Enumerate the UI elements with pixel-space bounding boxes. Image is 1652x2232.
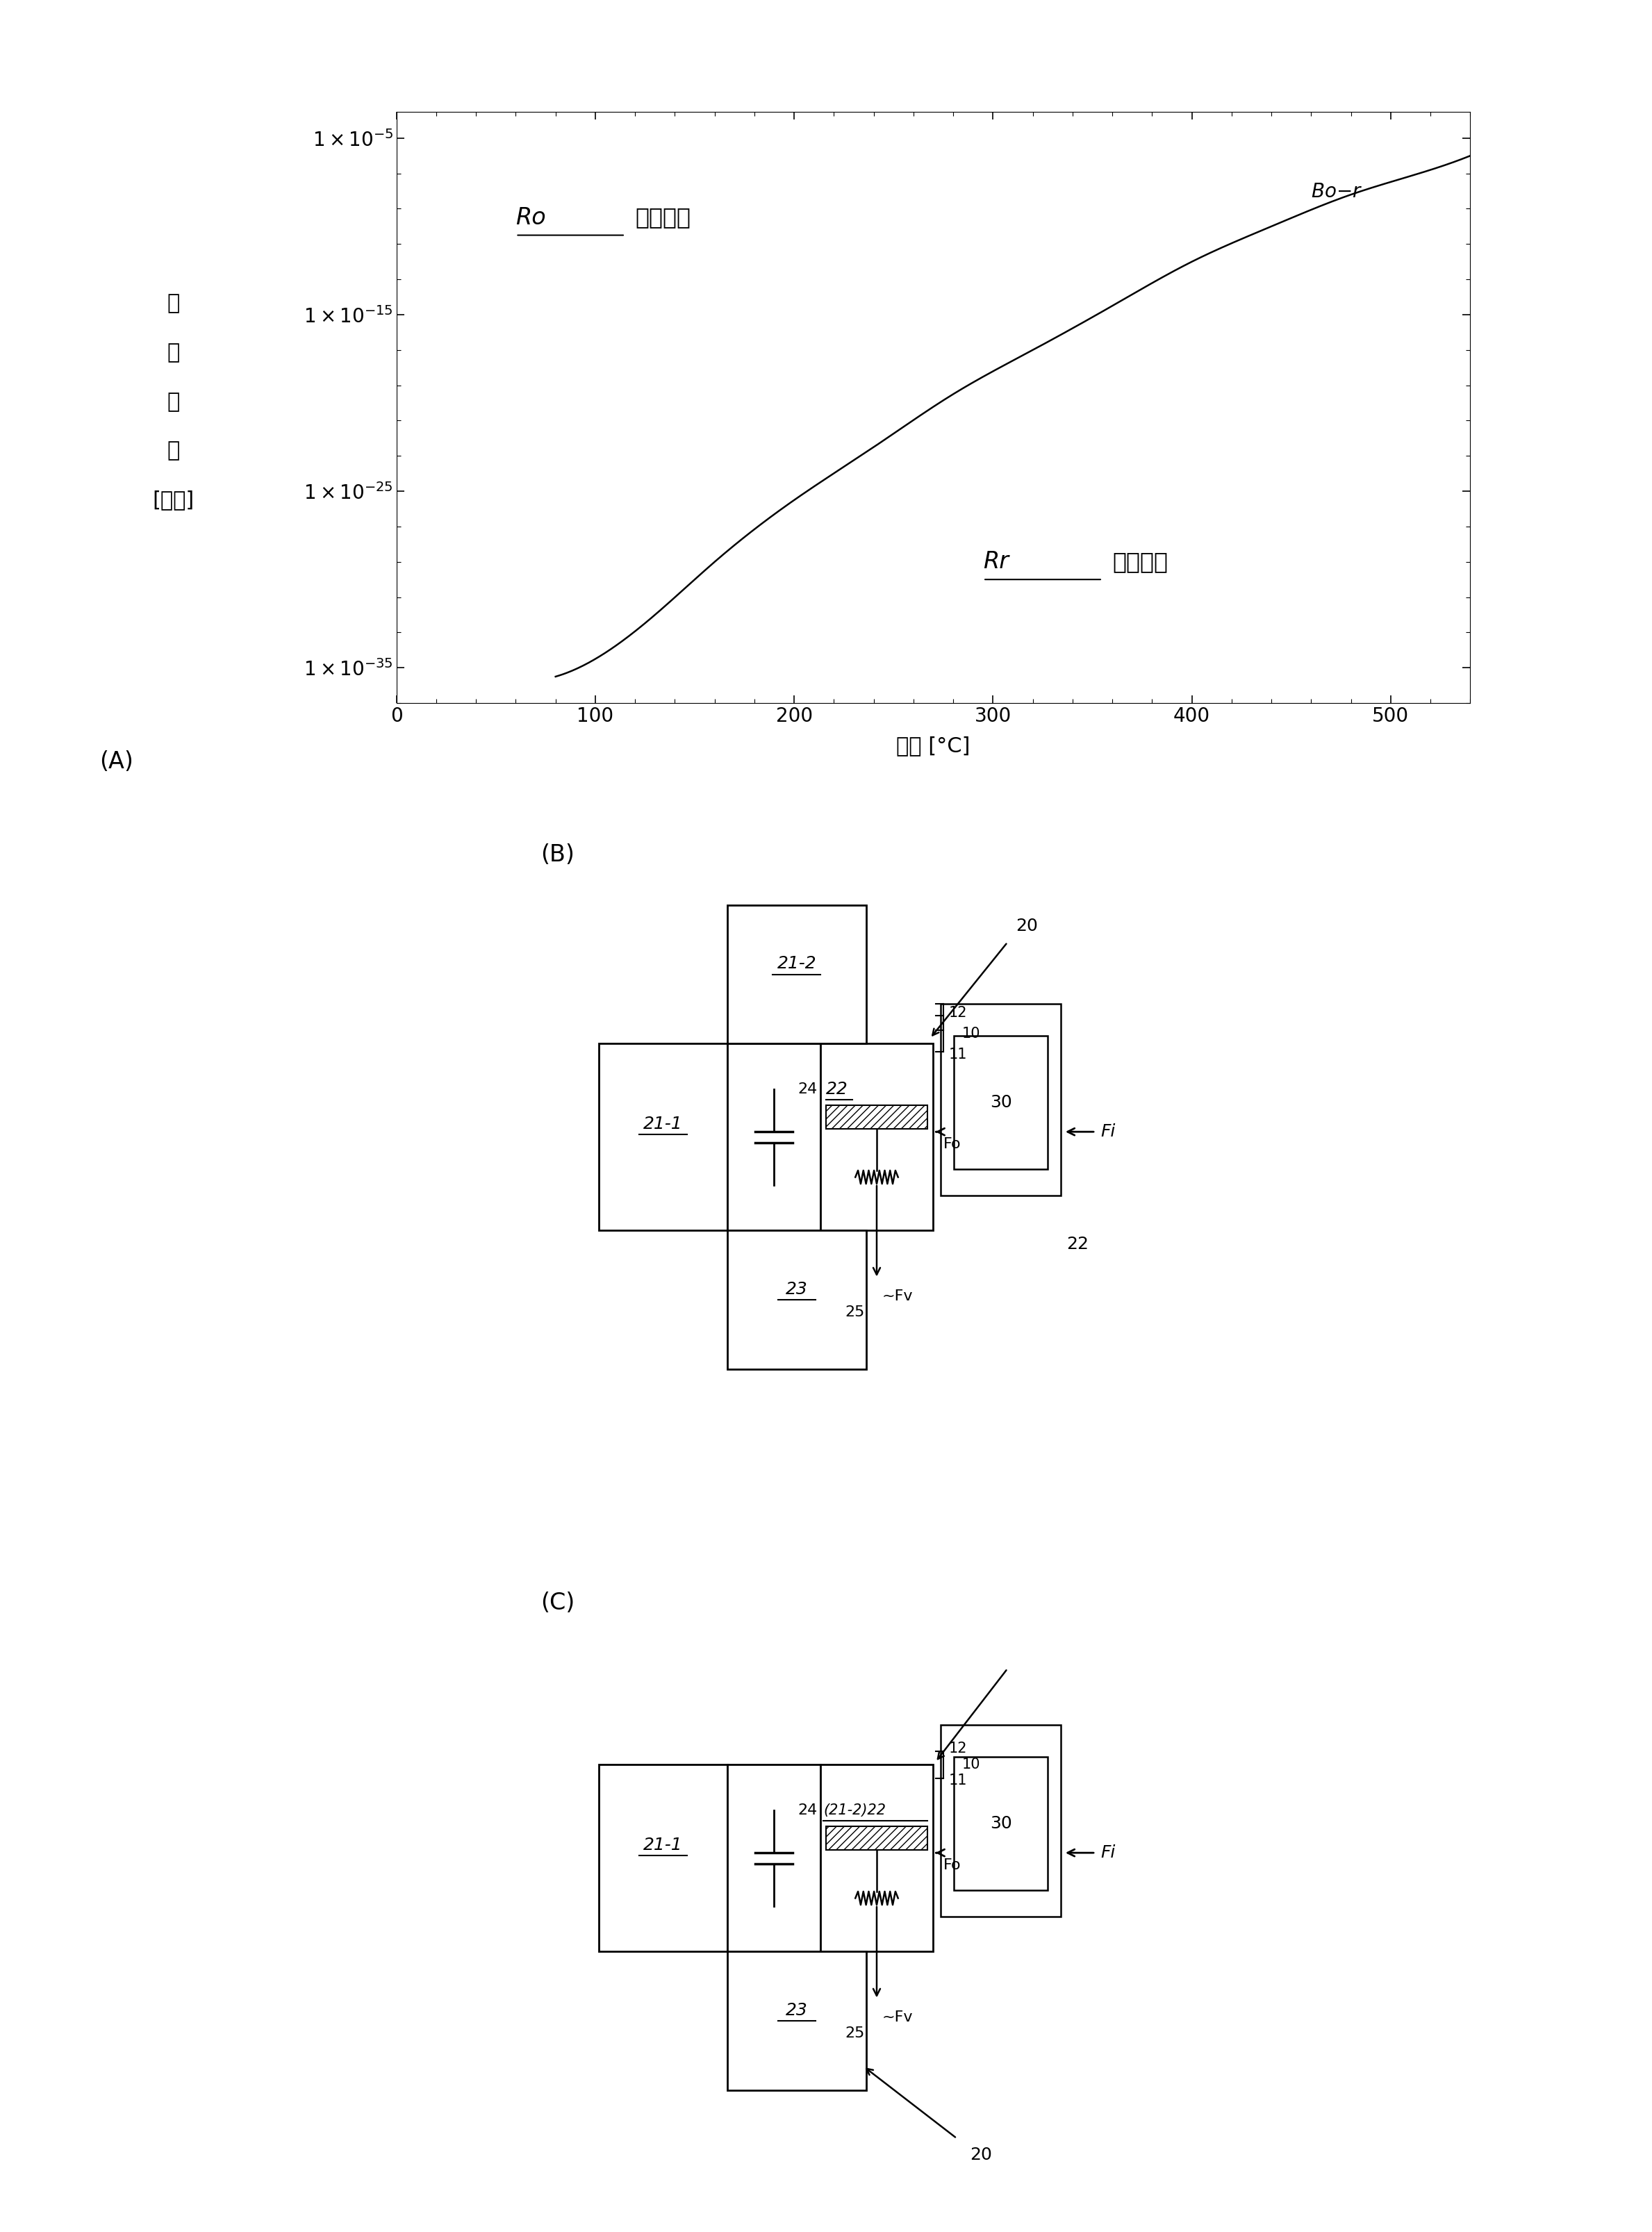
X-axis label: 温度 [°C]: 温度 [°C] [897,737,970,757]
Text: (21-2)22: (21-2)22 [823,1803,885,1817]
Text: 分: 分 [167,391,180,413]
Text: 25: 25 [844,2027,864,2040]
Bar [727,904,866,1045]
Bar [826,1105,927,1129]
Text: 30: 30 [990,1815,1011,1832]
Text: 10: 10 [961,1759,981,1772]
Bar [727,1045,821,1230]
Text: 21-1: 21-1 [644,1116,682,1132]
Text: (B): (B) [540,844,575,866]
Text: Fo: Fo [943,1857,961,1873]
Bar [940,1004,1061,1196]
Bar [821,1045,933,1230]
Bar [727,1951,866,2091]
Text: (C): (C) [540,1591,575,1614]
Bar [727,1766,821,1951]
Text: 22: 22 [1066,1237,1089,1252]
Text: 酸化領域: 酸化領域 [634,205,691,230]
Bar [600,1766,727,1951]
Bar [821,1766,933,1951]
Text: [気圧]: [気圧] [152,489,195,511]
Text: (A): (A) [99,750,134,772]
Text: 圧: 圧 [167,440,180,462]
Text: Bo$-$r: Bo$-$r [1312,183,1363,201]
Text: 11: 11 [948,1047,966,1062]
Text: 21-1: 21-1 [644,1837,682,1853]
Text: 10: 10 [961,1027,981,1040]
Text: Fo: Fo [943,1136,961,1152]
Text: ~Fv: ~Fv [882,2011,914,2024]
Bar [727,1230,866,1368]
Text: 12: 12 [948,1007,966,1020]
Text: Fi: Fi [1100,1844,1115,1861]
Text: 24: 24 [798,1083,818,1096]
Text: 30: 30 [990,1094,1011,1112]
Text: Ro: Ro [515,205,547,230]
Text: 23: 23 [786,2002,808,2018]
Bar [940,1725,1061,1917]
Text: ~Fv: ~Fv [882,1290,914,1303]
Text: 還元領域: 還元領域 [1112,551,1168,574]
Text: 20: 20 [970,2147,993,2163]
Bar [955,1757,1047,1891]
Bar [826,1826,927,1850]
Text: 21-2: 21-2 [776,955,816,971]
Text: 酸: 酸 [167,292,180,315]
Text: 25: 25 [844,1306,864,1319]
Text: 22: 22 [826,1080,847,1098]
Bar [600,1045,727,1230]
Text: 24: 24 [798,1803,818,1817]
Text: Fi: Fi [1100,1123,1115,1141]
Text: Rr: Rr [983,551,1009,574]
Bar [955,1036,1047,1170]
Text: 11: 11 [948,1774,966,1788]
Text: 素: 素 [167,341,180,364]
Text: 12: 12 [948,1741,966,1757]
Text: 23: 23 [786,1281,808,1297]
Text: 20: 20 [1016,917,1037,935]
